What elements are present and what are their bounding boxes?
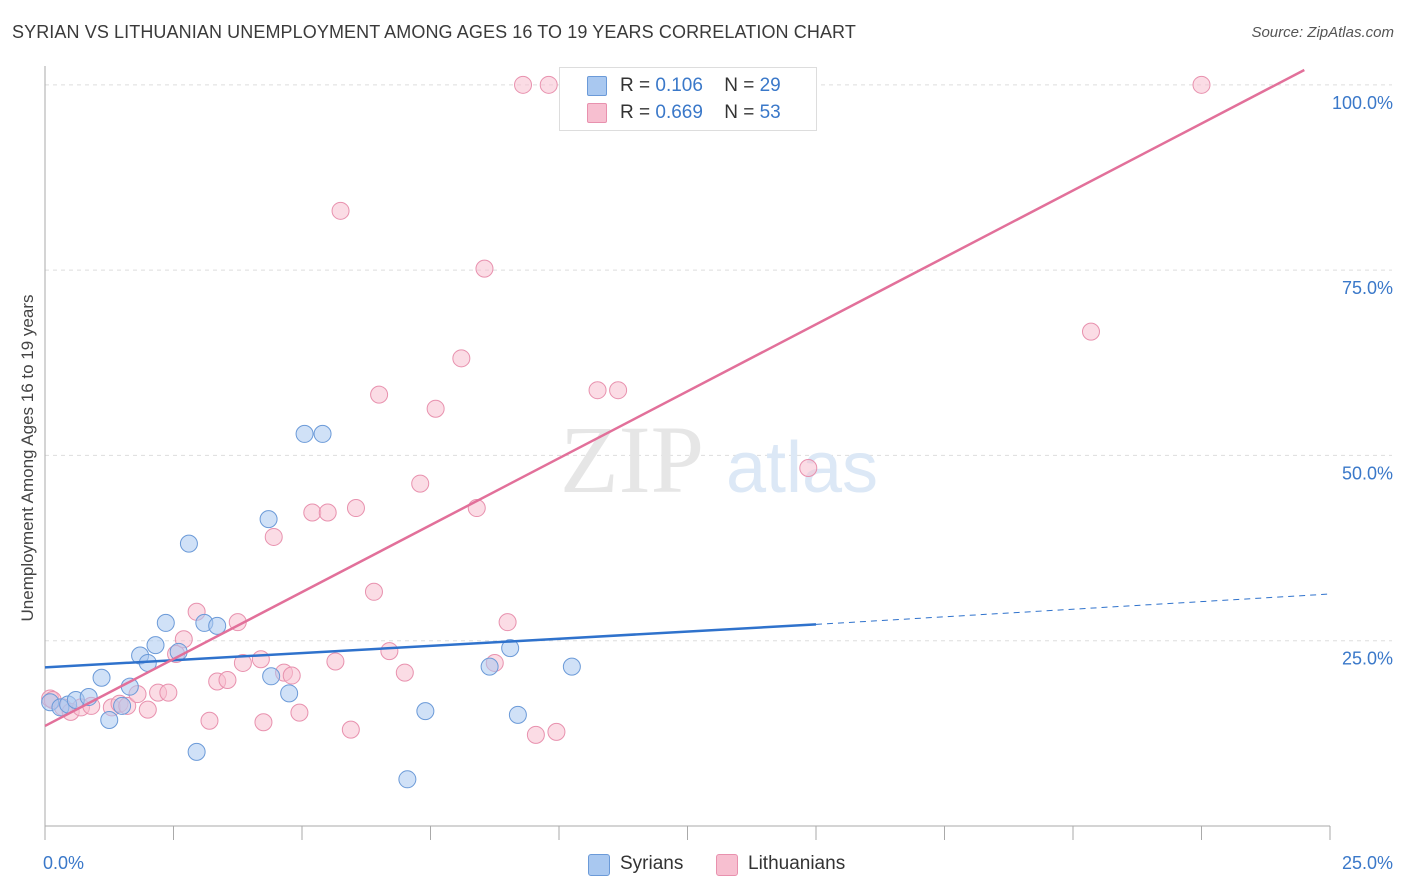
lithuanian-point-28 <box>326 652 345 671</box>
y-tick-label-100: 100.0% <box>1332 93 1393 113</box>
lithuanian-point-37 <box>426 399 445 418</box>
trend-lines <box>44 68 1331 728</box>
syrian-point-26 <box>501 639 520 658</box>
tick-labels: 25.0% 50.0% 75.0% 100.0% 0.0% 25.0% <box>43 93 1393 873</box>
lithuanian-point-29 <box>331 201 350 220</box>
lithuanian-point-47 <box>588 381 607 400</box>
syrian-point-21 <box>295 424 314 443</box>
lithuanian-point-19 <box>233 653 252 672</box>
lithuanian-point-43 <box>514 75 533 94</box>
lithuanian-point-36 <box>411 474 430 493</box>
lithuanian-point-40 <box>475 259 494 278</box>
lithuanian-point-27 <box>318 503 337 522</box>
syrian-r-label: R = <box>620 75 651 96</box>
lithuanian-point-15 <box>200 711 219 730</box>
syrian-point-27 <box>508 705 527 724</box>
syrian-n-value: 29 <box>759 75 781 96</box>
lithuanian-point-49 <box>799 459 818 478</box>
lithuanian-point-25 <box>290 703 309 722</box>
lithuanian-point-24 <box>282 666 301 685</box>
lithuanians-legend-swatch <box>716 854 738 876</box>
y-tick-label-25: 25.0% <box>1342 649 1393 669</box>
lithuanian-point-17 <box>218 670 237 689</box>
lithuanian-r-value: 0.669 <box>655 102 703 123</box>
lithuanian-n-label: N = <box>724 102 755 123</box>
lithuanian-r-label: R = <box>620 102 651 123</box>
syrian-point-14 <box>179 534 198 553</box>
lithuanian-point-34 <box>380 642 399 661</box>
lithuanian-point-33 <box>370 385 389 404</box>
lithuanian-point-9 <box>138 700 157 719</box>
legend-item-lithuanians[interactable]: Lithuanians <box>716 852 856 878</box>
source-label: Source: ZipAtlas.com <box>1251 24 1394 41</box>
syrian-r-value: 0.106 <box>655 75 703 96</box>
lithuanian-point-51 <box>1192 75 1211 94</box>
syrian-point-20 <box>280 684 299 703</box>
lithuanian-point-11 <box>159 683 178 702</box>
syrian-point-11 <box>146 636 165 655</box>
lithuanian-point-44 <box>526 725 545 744</box>
lithuanian-point-45 <box>539 75 558 94</box>
syrian-point-15 <box>187 742 206 761</box>
lithuanian-point-48 <box>609 381 628 400</box>
watermark-zip: ZIP <box>560 406 704 513</box>
syrian-swatch <box>587 76 607 96</box>
lithuanian-point-31 <box>346 499 365 518</box>
lithuanian-n-value: 53 <box>759 102 781 123</box>
x-tick-label-min: 0.0% <box>43 853 84 873</box>
lithuanian-point-42 <box>498 613 517 632</box>
lithuanian-point-20 <box>251 650 270 669</box>
x-tick-label-max: 25.0% <box>1342 853 1393 873</box>
syrians-legend-label: Syrians <box>620 853 684 874</box>
syrian-point-19 <box>262 667 281 686</box>
lithuanian-point-50 <box>1081 322 1100 341</box>
lithuanian-swatch <box>587 103 607 123</box>
syrian-point-23 <box>398 770 417 789</box>
syrian-point-12 <box>156 613 175 632</box>
correlation-stats-box: R = 0.106 N = 29 R = 0.669 N = 53 <box>559 67 817 131</box>
syrian-point-7 <box>113 696 132 715</box>
legend-item-syrians[interactable]: Syrians <box>588 852 698 878</box>
syrian-n-label: N = <box>724 75 755 96</box>
syrian-point-24 <box>416 702 435 721</box>
lithuanians-legend-label: Lithuanians <box>748 853 846 874</box>
lithuanian-trend-line <box>44 68 1305 728</box>
y-tick-label-75: 75.0% <box>1342 278 1393 298</box>
lithuanian-point-35 <box>395 663 414 682</box>
syrian-point-25 <box>480 657 499 676</box>
chart-title: SYRIAN VS LITHUANIAN UNEMPLOYMENT AMONG … <box>12 22 856 42</box>
syrian-point-28 <box>562 657 581 676</box>
y-tick-label-50: 50.0% <box>1342 463 1393 483</box>
syrian-trend-extension <box>815 593 1331 625</box>
syrian-point-22 <box>313 424 332 443</box>
lithuanian-point-30 <box>341 720 360 739</box>
syrian-points <box>41 424 581 789</box>
syrian-point-17 <box>208 616 227 635</box>
syrian-point-5 <box>92 668 111 687</box>
gridlines <box>45 84 1392 642</box>
lithuanian-point-21 <box>254 713 273 732</box>
syrian-point-6 <box>100 711 119 730</box>
lithuanian-point-26 <box>303 503 322 522</box>
lithuanian-point-38 <box>452 349 471 368</box>
lithuanian-point-22 <box>264 527 283 546</box>
syrians-legend-swatch <box>588 854 610 876</box>
lithuanian-point-32 <box>364 582 383 601</box>
lithuanian-point-46 <box>547 722 566 741</box>
syrian-point-18 <box>259 510 278 529</box>
